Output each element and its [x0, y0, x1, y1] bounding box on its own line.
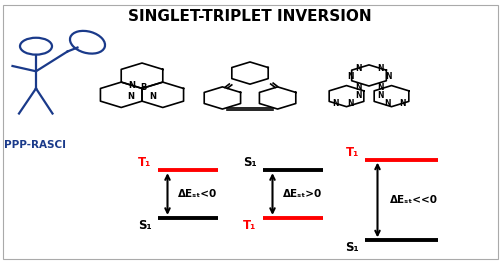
Text: N: N [128, 81, 136, 90]
Text: T₁: T₁ [346, 146, 359, 159]
Text: SINGLET-TRIPLET INVERSION: SINGLET-TRIPLET INVERSION [128, 9, 372, 24]
Text: N: N [377, 64, 384, 73]
Text: PPP-RASCI: PPP-RASCI [4, 140, 66, 150]
Text: N: N [355, 91, 361, 100]
Text: N: N [399, 99, 406, 108]
Text: N: N [128, 92, 134, 101]
Text: T₁: T₁ [138, 156, 151, 169]
Text: ΔEₛₜ<0: ΔEₛₜ<0 [178, 189, 217, 199]
Text: N: N [355, 83, 361, 92]
Text: S₁: S₁ [346, 241, 359, 254]
Text: N: N [347, 72, 353, 81]
Text: N: N [150, 92, 156, 101]
Text: S₁: S₁ [243, 156, 256, 169]
Text: ΔEₛₜ<<0: ΔEₛₜ<<0 [390, 195, 438, 205]
Text: N: N [384, 99, 391, 108]
Text: B: B [140, 83, 146, 92]
Text: ΔEₛₜ>0: ΔEₛₜ>0 [282, 189, 322, 199]
Text: N: N [377, 91, 384, 100]
Text: T₁: T₁ [243, 219, 256, 232]
Text: N: N [377, 83, 384, 92]
Text: N: N [347, 99, 354, 108]
Text: N: N [355, 64, 361, 73]
Text: S₁: S₁ [138, 219, 151, 232]
Text: N: N [332, 99, 338, 108]
Text: N: N [385, 72, 391, 81]
